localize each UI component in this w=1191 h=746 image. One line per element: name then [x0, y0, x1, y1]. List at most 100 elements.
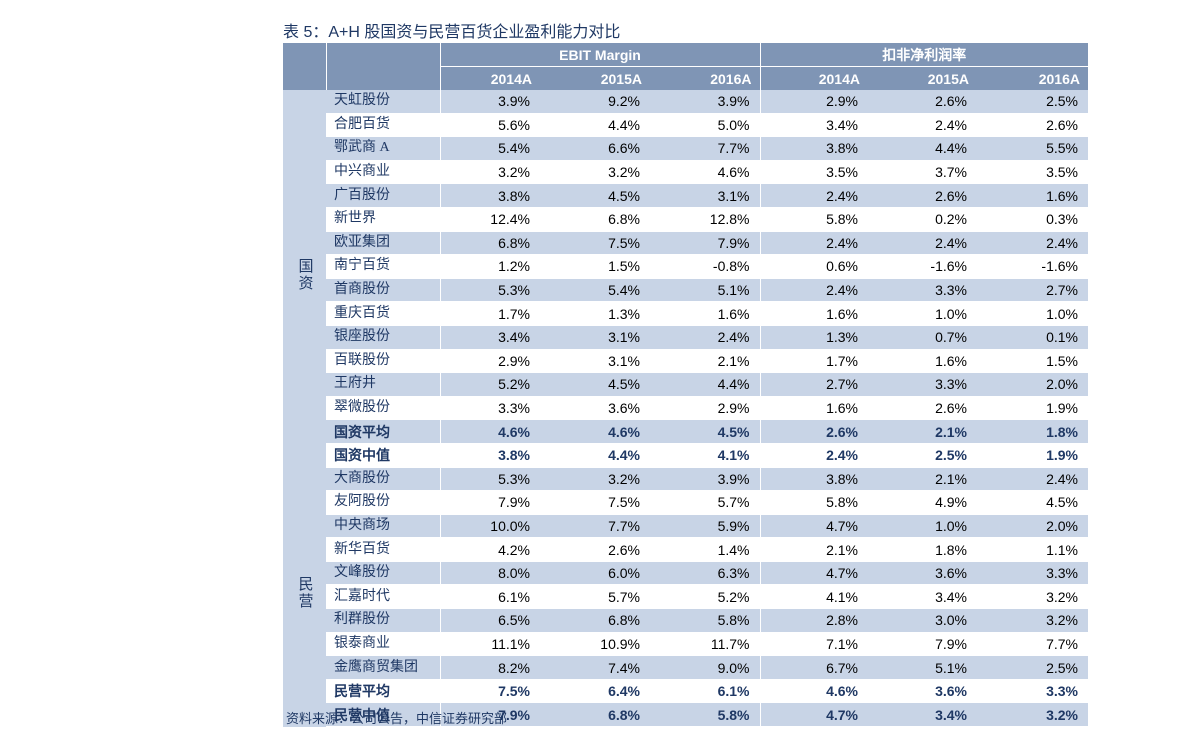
- table-title: 表 5：A+H 股国资与民营百货企业盈利能力对比: [283, 24, 621, 41]
- value-cell: 7.5%: [540, 231, 650, 256]
- row-name: 欧亚集团: [326, 231, 440, 256]
- value-cell: 3.1%: [650, 183, 760, 208]
- value-cell: 3.2%: [540, 160, 650, 185]
- value-cell: 6.4%: [540, 679, 650, 704]
- value-cell: 2.4%: [759, 443, 868, 468]
- value-cell: 5.0%: [650, 113, 760, 138]
- value-cell: 1.3%: [759, 325, 868, 350]
- value-cell: 7.7%: [977, 632, 1088, 657]
- value-cell: 12.4%: [439, 207, 540, 232]
- source-note: 资料来源：公司公告，中信证券研究部: [286, 711, 508, 726]
- value-cell: 6.8%: [540, 608, 650, 633]
- value-cell: 1.9%: [977, 443, 1088, 468]
- value-cell: 6.0%: [540, 561, 650, 586]
- value-cell: 5.1%: [868, 655, 977, 680]
- value-cell: 10.9%: [540, 632, 650, 657]
- value-cell: 6.5%: [439, 608, 540, 633]
- value-cell: 9.0%: [650, 655, 760, 680]
- header-blank: [325, 43, 440, 90]
- summary-row: 国资中值 3.8% 4.4% 4.1% 2.4% 2.5% 1.9%: [283, 443, 1088, 468]
- value-cell: 7.4%: [540, 655, 650, 680]
- header-blank: [283, 43, 326, 90]
- value-cell: 3.8%: [439, 443, 540, 468]
- value-cell: 5.8%: [759, 490, 868, 515]
- value-cell: 6.3%: [650, 561, 760, 586]
- value-cell: 3.2%: [977, 584, 1088, 610]
- value-cell: 2.6%: [977, 113, 1088, 138]
- value-cell: 5.9%: [650, 514, 760, 539]
- value-cell: 4.4%: [540, 113, 650, 138]
- value-cell: 2.4%: [759, 183, 868, 208]
- row-name: 南宁百货: [326, 254, 440, 279]
- value-cell: 2.1%: [650, 349, 760, 374]
- value-cell: 4.5%: [650, 419, 760, 444]
- value-cell: 3.2%: [540, 467, 650, 492]
- value-cell: 4.5%: [540, 183, 650, 208]
- value-cell: 1.0%: [868, 301, 977, 326]
- value-cell: 1.2%: [439, 254, 540, 279]
- company-row: 友阿股份 7.9% 7.5% 5.7% 5.8% 4.9% 4.5%: [283, 490, 1088, 515]
- value-cell: 3.3%: [977, 561, 1088, 586]
- value-cell: 7.9%: [439, 490, 540, 515]
- company-row: 汇嘉时代 6.1% 5.7% 5.2% 4.1% 3.4% 3.2%: [283, 584, 1088, 610]
- row-name: 利群股份: [326, 608, 440, 633]
- value-cell: -0.8%: [650, 254, 760, 279]
- value-cell: 2.9%: [650, 396, 760, 421]
- value-cell: 2.6%: [759, 419, 868, 444]
- value-cell: 6.7%: [759, 655, 868, 680]
- value-cell: 4.6%: [650, 160, 760, 185]
- value-cell: 2.1%: [868, 419, 977, 444]
- value-cell: 1.6%: [868, 349, 977, 374]
- value-cell: 2.4%: [650, 325, 760, 350]
- value-cell: 4.6%: [540, 419, 650, 444]
- row-name: 大商股份: [326, 467, 440, 492]
- value-cell: 5.5%: [977, 136, 1088, 161]
- value-cell: 4.9%: [868, 490, 977, 515]
- value-cell: 7.7%: [540, 514, 650, 539]
- value-cell: 4.7%: [759, 514, 868, 539]
- value-cell: 0.1%: [977, 325, 1088, 350]
- value-cell: 4.6%: [759, 679, 868, 704]
- company-row: 文峰股份 8.0% 6.0% 6.3% 4.7% 3.6% 3.3%: [283, 561, 1088, 586]
- value-cell: 3.8%: [759, 136, 868, 161]
- company-row: 首商股份 5.3% 5.4% 5.1% 2.4% 3.3% 2.7%: [283, 278, 1088, 303]
- value-cell: 2.6%: [868, 90, 977, 114]
- value-cell: 3.2%: [439, 160, 540, 185]
- value-cell: 2.4%: [759, 231, 868, 256]
- table-header: EBIT Margin 扣非净利润率 2014A 2015A 2016A 2014A 201…: [283, 43, 1088, 90]
- data-table: EBIT Margin 扣非净利润率 2014A 2015A 2016A 2014A 201…: [283, 43, 1088, 728]
- value-cell: 4.1%: [759, 584, 868, 610]
- value-cell: 7.5%: [540, 490, 650, 515]
- value-cell: -1.6%: [868, 254, 977, 279]
- value-cell: 5.3%: [439, 278, 540, 303]
- company-row: 中兴商业 3.2% 3.2% 4.6% 3.5% 3.7% 3.5%: [283, 160, 1088, 185]
- value-cell: 2.8%: [759, 608, 868, 633]
- company-row: 银座股份 3.4% 3.1% 2.4% 1.3% 0.7% 0.1%: [283, 325, 1088, 350]
- value-cell: 2.6%: [868, 396, 977, 421]
- value-cell: 2.9%: [759, 90, 868, 114]
- company-row: 南宁百货 1.2% 1.5% -0.8% 0.6% -1.6% -1.6%: [283, 254, 1088, 279]
- value-cell: 3.9%: [650, 467, 760, 492]
- value-cell: 6.1%: [439, 584, 540, 610]
- value-cell: 1.3%: [540, 301, 650, 326]
- value-cell: 3.4%: [868, 702, 977, 728]
- value-cell: 1.6%: [977, 183, 1088, 208]
- value-cell: 4.4%: [868, 136, 977, 161]
- value-cell: 3.6%: [540, 396, 650, 421]
- value-cell: 2.6%: [540, 537, 650, 562]
- value-cell: 1.0%: [868, 514, 977, 539]
- row-name: 百联股份: [326, 349, 440, 374]
- value-cell: 4.6%: [439, 419, 540, 444]
- company-row: 王府井 5.2% 4.5% 4.4% 2.7% 3.3% 2.0%: [283, 372, 1088, 397]
- company-row: 欧亚集团 6.8% 7.5% 7.9% 2.4% 2.4% 2.4%: [283, 231, 1088, 256]
- row-name: 王府井: [326, 372, 440, 397]
- company-row: 新世界 12.4% 6.8% 12.8% 5.8% 0.2% 0.3%: [283, 207, 1088, 232]
- row-name: 金鹰商贸集团: [326, 655, 440, 680]
- company-row: 百联股份 2.9% 3.1% 2.1% 1.7% 1.6% 1.5%: [283, 349, 1088, 374]
- value-cell: 3.0%: [868, 608, 977, 633]
- value-cell: 1.4%: [650, 537, 760, 562]
- row-name: 文峰股份: [326, 561, 440, 586]
- value-cell: 11.7%: [650, 632, 760, 657]
- metric-header: 扣非净利润率: [759, 43, 1088, 67]
